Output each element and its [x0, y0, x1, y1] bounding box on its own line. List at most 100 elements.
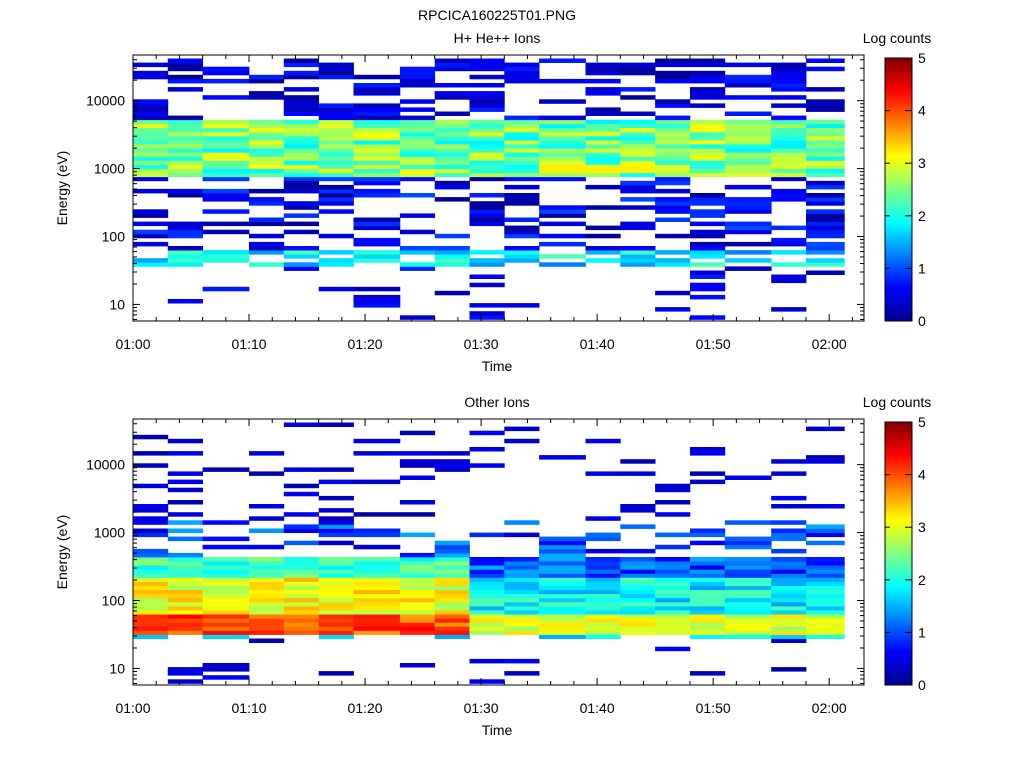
- heatmap-cell: [771, 471, 807, 476]
- heatmap-cell: [539, 127, 586, 133]
- heatmap-cell: [469, 593, 505, 599]
- heatmap-cell: [434, 123, 470, 129]
- heatmap-cell: [318, 467, 354, 472]
- heatmap-cell: [133, 262, 169, 267]
- heatmap-cell: [399, 626, 436, 631]
- heatmap-cell: [167, 246, 203, 251]
- heatmap-cell: [434, 152, 470, 157]
- heatmap-cell: [504, 197, 540, 202]
- heatmap-cell: [167, 164, 203, 169]
- heatmap-cell: [318, 258, 354, 263]
- heatmap-cell: [585, 148, 621, 153]
- heatmap-cell: [655, 561, 691, 566]
- heatmap-cell: [469, 250, 505, 255]
- heatmap-cell: [353, 176, 401, 182]
- heatmap-cell: [283, 540, 319, 546]
- heatmap-cell: [249, 561, 285, 566]
- heatmap-cell: [690, 78, 726, 84]
- heatmap-cell: [806, 164, 845, 169]
- heatmap-cell: [771, 569, 807, 574]
- heatmap-cell: [620, 561, 656, 566]
- heatmap-cell: [585, 548, 621, 554]
- heatmap-cell: [690, 193, 726, 198]
- heatmap-cell: [283, 467, 319, 472]
- heatmap-cell: [724, 626, 772, 631]
- heatmap-cell: [539, 589, 586, 595]
- heatmap-cell: [806, 618, 845, 623]
- heatmap-cell: [690, 229, 726, 235]
- heatmap-cell: [469, 140, 505, 145]
- heatmap-cell: [353, 164, 401, 169]
- heatmap-cell: [133, 258, 169, 263]
- heatmap-cell: [655, 172, 691, 178]
- heatmap-cell: [690, 622, 726, 627]
- heatmap-cell: [539, 561, 586, 566]
- heatmap-cell: [202, 123, 250, 129]
- heatmap-cell: [353, 573, 401, 578]
- heatmap-cell: [504, 630, 540, 635]
- heatmap-cell: [504, 144, 540, 149]
- heatmap-cell: [690, 140, 726, 145]
- heatmap-cell: [133, 74, 169, 80]
- heatmap-cell: [399, 589, 436, 595]
- heatmap-cell: [620, 250, 656, 255]
- heatmap-cell: [249, 544, 285, 550]
- x-tick-label: 01:50: [696, 336, 731, 352]
- heatmap-cell: [771, 160, 807, 165]
- heatmap-cell: [434, 451, 470, 456]
- heatmap-cell: [504, 168, 540, 174]
- x-tick-label: 01:00: [115, 700, 150, 716]
- heatmap-cell: [469, 119, 505, 125]
- heatmap-cell: [724, 266, 772, 271]
- heatmap-cell: [318, 262, 354, 267]
- heatmap-cell: [771, 152, 807, 157]
- heatmap-cell: [434, 544, 470, 550]
- heatmap-cell: [504, 597, 540, 603]
- heatmap-cell: [806, 540, 845, 546]
- heatmap-cell: [806, 107, 845, 112]
- heatmap-cell: [771, 585, 807, 591]
- heatmap-cell: [318, 573, 354, 578]
- heatmap-cell: [399, 577, 436, 582]
- heatmap-cell: [585, 250, 621, 255]
- heatmap-cell: [504, 565, 540, 570]
- heatmap-cell: [585, 66, 621, 72]
- heatmap-cell: [249, 188, 285, 194]
- heatmap-cell: [771, 123, 807, 129]
- heatmap-cell: [434, 168, 470, 174]
- heatmap-cell: [353, 156, 401, 161]
- heatmap-cell: [469, 622, 505, 627]
- heatmap-cell: [249, 528, 285, 533]
- heatmap-cell: [249, 119, 285, 125]
- heatmap-cell: [806, 504, 845, 509]
- heatmap-cell: [504, 618, 540, 623]
- heatmap-cell: [318, 62, 354, 68]
- heatmap-cell: [771, 495, 807, 501]
- heatmap-cell: [399, 512, 436, 517]
- heatmap-cell: [724, 605, 772, 611]
- heatmap-cell: [724, 589, 772, 595]
- heatmap-cell: [539, 123, 586, 129]
- heatmap-cell: [469, 585, 505, 591]
- heatmap-cell: [202, 221, 250, 227]
- heatmap-cell: [655, 605, 691, 611]
- heatmap-cell: [434, 140, 470, 145]
- heatmap-cell: [655, 585, 691, 591]
- heatmap-cell: [202, 618, 250, 623]
- heatmap-cell: [539, 536, 586, 542]
- heatmap-cell: [202, 164, 250, 169]
- heatmap-cell: [434, 630, 470, 635]
- heatmap-cell: [283, 577, 319, 582]
- heatmap-cell: [283, 119, 319, 125]
- heatmap-cell: [133, 140, 169, 145]
- heatmap-cell: [318, 156, 354, 161]
- heatmap-cell: [283, 127, 319, 133]
- heatmap-cell: [353, 622, 401, 627]
- heatmap-cell: [133, 548, 169, 554]
- heatmap-cell: [133, 585, 169, 591]
- heatmap-cell: [353, 605, 401, 611]
- heatmap-cell: [690, 197, 726, 202]
- heatmap-cell: [399, 107, 436, 112]
- heatmap-cell: [539, 205, 586, 210]
- heatmap-cell: [655, 597, 691, 603]
